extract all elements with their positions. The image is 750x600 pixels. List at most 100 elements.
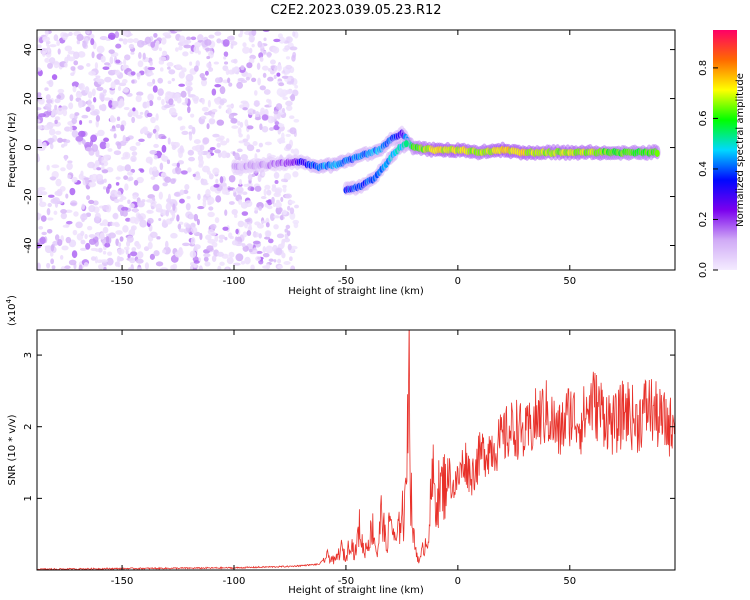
noise-cell bbox=[216, 119, 225, 126]
noise-cell bbox=[174, 251, 183, 258]
noise-cell bbox=[218, 105, 222, 109]
noise-cell bbox=[272, 46, 280, 54]
noise-cell bbox=[38, 113, 47, 118]
noise-cell bbox=[67, 160, 73, 164]
noise-cell bbox=[276, 64, 283, 72]
noise-cell bbox=[252, 231, 260, 238]
noise-cell bbox=[147, 241, 153, 250]
noise-cell bbox=[155, 261, 164, 267]
noise-cell bbox=[37, 92, 42, 97]
noise-cell bbox=[127, 253, 131, 259]
noise-cell bbox=[125, 217, 131, 222]
noise-cell bbox=[197, 193, 201, 201]
noise-cell bbox=[242, 42, 247, 48]
noise-cell bbox=[198, 265, 203, 270]
noise-cell bbox=[68, 31, 73, 36]
noise-cell bbox=[179, 145, 184, 153]
noise-cell bbox=[135, 94, 142, 103]
noise-cell bbox=[90, 38, 95, 46]
noise-cell bbox=[192, 267, 197, 270]
noise-cell bbox=[188, 81, 193, 86]
noise-cell bbox=[81, 203, 85, 210]
noise-cell bbox=[116, 255, 121, 263]
noise-cell bbox=[122, 38, 128, 45]
noise-cell bbox=[209, 147, 216, 151]
noise-cell bbox=[133, 207, 138, 213]
noise-cell bbox=[65, 139, 71, 144]
noise-cell bbox=[197, 34, 204, 42]
noise-cell bbox=[107, 183, 112, 189]
noise-cell bbox=[248, 35, 255, 43]
noise-cell bbox=[259, 85, 266, 91]
noise-cell bbox=[286, 80, 294, 85]
noise-cell bbox=[54, 234, 60, 241]
noise-cell bbox=[69, 113, 75, 120]
noise-cell bbox=[91, 88, 96, 97]
noise-cell bbox=[85, 106, 91, 112]
noise-cell bbox=[247, 108, 255, 116]
noise-cell bbox=[213, 61, 220, 65]
noise-cell bbox=[67, 56, 75, 62]
noise-cell bbox=[211, 113, 215, 118]
noise-cell bbox=[123, 246, 130, 251]
noise-cell bbox=[231, 67, 235, 75]
noise-cell bbox=[122, 87, 130, 93]
noise-cell bbox=[90, 134, 98, 143]
noise-cell bbox=[53, 34, 59, 42]
spectrogram-x-axis: -150 -100 -50 0 50 bbox=[111, 30, 576, 287]
noise-cell bbox=[240, 100, 249, 105]
noise-cell bbox=[102, 66, 110, 70]
noise-cell bbox=[238, 199, 243, 205]
noise-cell bbox=[162, 182, 168, 187]
noise-cell bbox=[251, 43, 255, 48]
noise-cell bbox=[104, 62, 111, 66]
noise-cell bbox=[124, 164, 131, 172]
noise-cell bbox=[206, 170, 211, 175]
noise-cell bbox=[225, 68, 230, 76]
noise-cell bbox=[282, 186, 287, 193]
noise-cell bbox=[273, 259, 277, 263]
noise-cell bbox=[231, 125, 239, 129]
noise-cell bbox=[136, 267, 143, 270]
noise-cell bbox=[206, 152, 212, 159]
colorbar-tick-label: 0.2 bbox=[698, 212, 709, 228]
noise-cell bbox=[242, 107, 248, 111]
noise-cell bbox=[55, 178, 62, 187]
noise-cell bbox=[123, 58, 127, 66]
noise-cell bbox=[121, 78, 128, 84]
noise-cell bbox=[124, 54, 131, 61]
noise-cell bbox=[213, 183, 220, 188]
noise-cell bbox=[108, 100, 113, 109]
noise-cell bbox=[166, 159, 171, 165]
noise-cell bbox=[194, 65, 199, 72]
noise-cell bbox=[257, 40, 263, 48]
noise-cell bbox=[258, 142, 264, 148]
noise-cell bbox=[162, 50, 168, 56]
noise-cell bbox=[212, 167, 220, 175]
noise-cell bbox=[214, 31, 222, 36]
noise-cell bbox=[254, 209, 258, 214]
noise-cell bbox=[250, 264, 255, 270]
noise-cell bbox=[214, 84, 222, 88]
noise-cell bbox=[285, 133, 291, 138]
noise-cell bbox=[95, 173, 104, 182]
noise-cell bbox=[215, 137, 224, 142]
x-tick-label: 50 bbox=[563, 276, 576, 287]
noise-cell bbox=[96, 45, 105, 54]
noise-cell bbox=[207, 149, 213, 153]
noise-cell bbox=[71, 81, 80, 88]
noise-cell bbox=[172, 203, 176, 211]
noise-cell bbox=[246, 230, 252, 236]
noise-cell bbox=[259, 123, 263, 131]
noise-cell bbox=[293, 148, 300, 157]
noise-cell bbox=[265, 230, 271, 238]
noise-cell bbox=[87, 91, 93, 99]
noise-cell bbox=[263, 188, 267, 197]
noise-cell bbox=[122, 225, 129, 233]
noise-cell bbox=[114, 69, 121, 76]
noise-cell bbox=[228, 175, 236, 183]
noise-cell bbox=[265, 222, 270, 228]
noise-cell bbox=[157, 88, 164, 96]
noise-cell bbox=[293, 222, 299, 229]
noise-cell bbox=[61, 245, 69, 251]
